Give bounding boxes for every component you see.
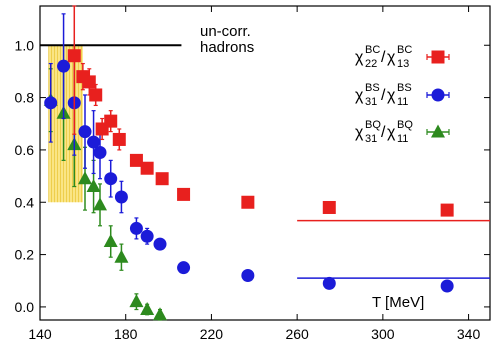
legend-marker — [431, 88, 445, 102]
legend-label-sub2: 11 — [397, 96, 408, 108]
data-point — [87, 135, 101, 149]
plot-frame — [39, 5, 491, 321]
data-point — [57, 59, 71, 73]
x-tick-label: 300 — [371, 326, 395, 342]
data-point — [93, 197, 107, 211]
annotation-line1: un-corr. — [200, 23, 251, 40]
annotation-line2: hadrons — [200, 39, 254, 56]
legend-label-chi: χ — [387, 124, 396, 141]
data-point — [67, 49, 81, 63]
y-tick-label: 0.0 — [15, 299, 35, 315]
data-point — [153, 237, 167, 251]
data-point — [241, 269, 255, 283]
data-point — [177, 261, 191, 275]
data-point — [44, 96, 58, 110]
legend-label-slash: / — [381, 124, 386, 141]
data-point — [89, 88, 103, 102]
legend-label-chi: χ — [355, 49, 364, 66]
ticks-layer: 140 180 220 260 300 340 0.0 0.2 0.4 0.6 0.8 1.0 — [15, 6, 490, 342]
data-point — [129, 294, 144, 308]
legend-label-sup2: BS — [397, 82, 412, 94]
data-point — [153, 307, 167, 321]
x-tick-label: 180 — [114, 326, 138, 342]
data-point — [140, 229, 154, 243]
data-point — [114, 249, 129, 263]
legend-label-sub1: 31 — [365, 96, 377, 108]
legend-label-sup1: BS — [365, 82, 380, 94]
data-point — [93, 146, 107, 160]
x-tick-label: 260 — [285, 326, 309, 342]
data-point — [86, 179, 101, 193]
legend-label-chi: χ — [387, 49, 396, 66]
legend-label-chi: χ — [387, 87, 396, 104]
y-tick-label: 0.4 — [15, 194, 35, 210]
data-point — [129, 221, 143, 235]
data-point — [155, 172, 169, 186]
legend-label-slash: / — [381, 49, 386, 66]
data-point — [440, 203, 454, 217]
legend-label-sub1: 31 — [365, 133, 377, 145]
data-point — [112, 132, 126, 146]
legend-label-sup2: BC — [397, 44, 412, 56]
data-point — [322, 276, 336, 290]
x-axis-label: T [MeV] — [372, 294, 424, 311]
x-tick-label: 340 — [457, 326, 481, 342]
data-point — [129, 153, 143, 167]
data-point — [103, 234, 118, 247]
legend-label-sub2: 11 — [397, 133, 408, 145]
legend-label-sup1: BQ — [365, 119, 381, 131]
data-point — [322, 200, 336, 214]
data-point — [140, 161, 154, 175]
x-tick-label: 140 — [28, 326, 52, 342]
y-tick-label: 0.2 — [15, 247, 35, 263]
data-point — [104, 114, 118, 128]
data-point — [104, 172, 118, 186]
y-tick-label: 0.8 — [15, 90, 35, 106]
series-0 — [67, 5, 454, 217]
legend-label-chi: χ — [355, 87, 364, 104]
legend-label-slash: / — [381, 87, 386, 104]
data-point — [114, 190, 128, 204]
series-layer — [43, 5, 454, 321]
y-tick-label: 1.0 — [15, 37, 35, 53]
legend-label-sub2: 13 — [397, 58, 409, 70]
legend-label-sup1: BC — [365, 44, 380, 56]
legend-label-chi: χ — [355, 124, 364, 141]
legend-marker — [431, 50, 445, 64]
data-point — [140, 302, 155, 316]
data-point — [78, 171, 92, 185]
data-point — [440, 279, 454, 293]
legend-label-sub1: 22 — [365, 58, 377, 70]
y-tick-label: 0.6 — [15, 142, 35, 158]
data-point — [177, 187, 191, 201]
series-1 — [44, 13, 454, 293]
legend-marker — [431, 124, 445, 138]
data-point — [241, 195, 255, 209]
x-tick-label: 220 — [200, 326, 224, 342]
data-point — [82, 75, 96, 89]
data-point — [78, 125, 92, 139]
legend-label-sup2: BQ — [397, 119, 413, 131]
